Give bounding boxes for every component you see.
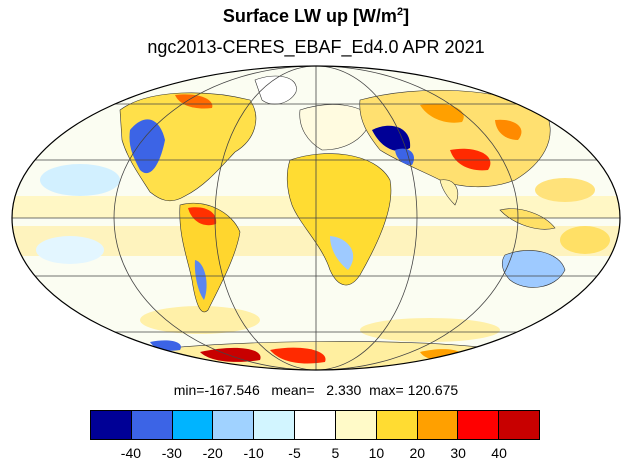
statistics-line: min=-167.546 mean= 2.330 max= 120.675 <box>173 382 459 398</box>
europe <box>299 104 373 151</box>
south-asia <box>439 179 459 206</box>
anomaly-patch <box>560 226 610 254</box>
colorbar-tick-label: 5 <box>331 445 340 461</box>
anomaly-patch <box>175 94 213 109</box>
colorbar-tick-label: -40 <box>120 445 142 461</box>
colorbar-tick-label: -5 <box>288 445 301 461</box>
anomaly-patch <box>194 260 207 300</box>
colorbar-segment <box>335 411 377 439</box>
colorbar-labels: -40 -30 -20 -10 -5 5 10 20 30 40 <box>90 445 540 463</box>
maritime-continent <box>499 208 556 230</box>
colorbar-segment <box>376 411 418 439</box>
anomaly-patch <box>450 148 491 171</box>
colorbar-segment <box>254 411 296 439</box>
chart-title: Surface LW up [W/m2] <box>222 6 410 26</box>
anomaly-patch <box>420 103 464 123</box>
australia <box>501 250 566 288</box>
south-america <box>179 202 241 313</box>
anomaly-patch <box>535 178 595 202</box>
globe-outline <box>11 65 621 371</box>
colorbar-tick-label: 30 <box>450 445 466 461</box>
anomaly-patch <box>188 207 217 226</box>
colorbar-tick-label: 40 <box>491 445 507 461</box>
anomaly-patch <box>330 236 354 270</box>
colorbar-tick-label: -20 <box>202 445 223 461</box>
colorbar-segment <box>131 411 173 439</box>
colorbar-tick-label: 10 <box>368 445 385 461</box>
mollweide-map <box>11 65 621 371</box>
colorbar-segment <box>213 411 255 439</box>
greenland <box>254 75 297 105</box>
colorbar-segment <box>458 411 500 439</box>
anomaly-patch <box>40 164 120 196</box>
colorbar-segment <box>172 411 214 439</box>
north-america <box>119 92 257 202</box>
anomaly-patch <box>140 306 260 334</box>
anomaly-patch <box>360 318 500 342</box>
colorbar-tick-label: -30 <box>161 445 182 461</box>
anomaly-patch <box>36 236 104 264</box>
anomaly-patch <box>495 119 522 140</box>
chart-subtitle: ngc2013-CERES_EBAF_Ed4.0 APR 2021 <box>147 37 485 57</box>
colorbar-segment <box>295 411 336 439</box>
anomaly-patch <box>200 347 261 362</box>
colorbar-tick-label: 20 <box>409 445 426 461</box>
africa <box>286 153 392 286</box>
colorbar-segment <box>417 411 459 439</box>
anomaly-patch <box>270 347 326 364</box>
colorbar <box>90 410 540 440</box>
colorbar-tick-label: -10 <box>243 445 264 461</box>
anomaly-patch <box>372 125 411 151</box>
colorbar-segment <box>499 411 539 439</box>
colorbar-segment <box>91 411 132 439</box>
